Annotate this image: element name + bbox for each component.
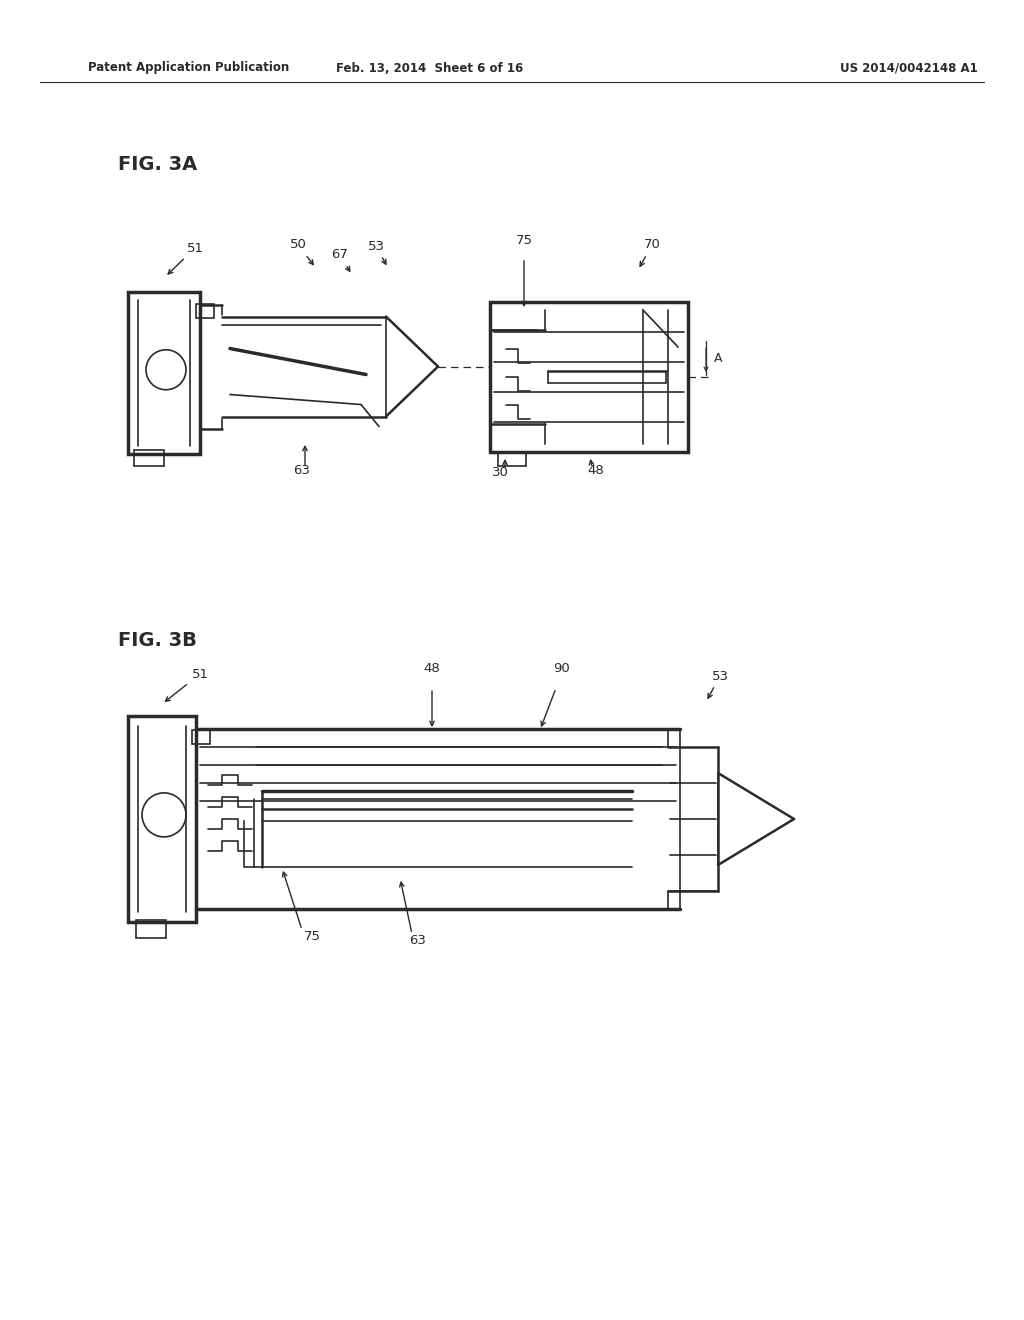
Text: 53: 53 xyxy=(708,669,728,698)
Text: US 2014/0042148 A1: US 2014/0042148 A1 xyxy=(840,62,978,74)
Bar xyxy=(490,302,688,451)
Text: 30: 30 xyxy=(492,466,509,479)
Text: A: A xyxy=(714,352,723,366)
Text: FIG. 3B: FIG. 3B xyxy=(118,631,197,649)
Text: 63: 63 xyxy=(294,465,310,477)
Text: 53: 53 xyxy=(368,239,386,264)
Text: 51: 51 xyxy=(168,242,204,275)
Text: Feb. 13, 2014  Sheet 6 of 16: Feb. 13, 2014 Sheet 6 of 16 xyxy=(336,62,523,74)
Bar xyxy=(128,715,196,921)
Text: 50: 50 xyxy=(290,239,313,264)
Text: 63: 63 xyxy=(410,935,426,946)
Text: FIG. 3A: FIG. 3A xyxy=(118,156,198,174)
Bar xyxy=(136,920,166,939)
Text: 90: 90 xyxy=(554,663,570,675)
Text: 75: 75 xyxy=(303,931,321,942)
Text: 48: 48 xyxy=(588,465,604,477)
Text: 48: 48 xyxy=(424,663,440,675)
Bar xyxy=(128,292,200,454)
Text: 75: 75 xyxy=(515,234,532,247)
Text: Patent Application Publication: Patent Application Publication xyxy=(88,62,289,74)
Text: 67: 67 xyxy=(332,248,350,272)
Text: 51: 51 xyxy=(166,668,209,701)
Text: 70: 70 xyxy=(640,239,660,267)
Bar xyxy=(196,304,214,318)
Bar xyxy=(498,451,526,466)
Bar xyxy=(134,450,164,466)
Bar xyxy=(193,730,210,744)
